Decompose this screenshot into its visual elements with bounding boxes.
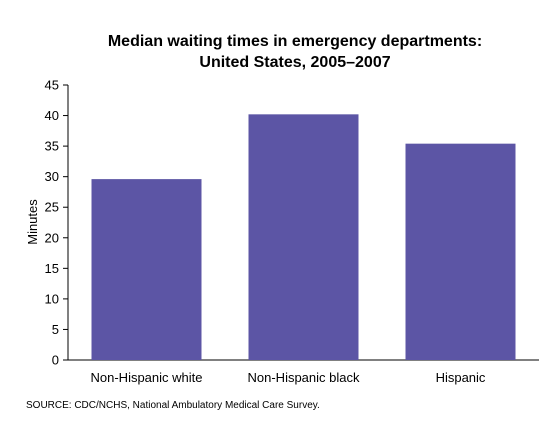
y-tick-label: 0: [52, 353, 59, 368]
y-tick-label: 35: [45, 139, 59, 154]
bars: [91, 114, 516, 360]
y-tick-label: 10: [45, 291, 59, 306]
y-axis-label: Minutes: [25, 199, 40, 245]
y-tick-label: 25: [45, 200, 59, 215]
bar: [405, 143, 516, 360]
y-tick-label: 5: [52, 322, 59, 337]
y-tick-label: 30: [45, 169, 59, 184]
y-tick-label: 45: [45, 78, 59, 93]
bar: [248, 114, 359, 360]
y-tick-label: 40: [45, 108, 59, 123]
category-label: Non-Hispanic white: [91, 370, 203, 385]
y-tick-label: 15: [45, 261, 59, 276]
source-note: SOURCE: CDC/NCHS, National Ambulatory Me…: [26, 400, 320, 411]
category-label: Non-Hispanic black: [248, 370, 360, 385]
category-labels: Non-Hispanic white Non-Hispanic black Hisp…: [91, 370, 486, 385]
y-tick-label: 20: [45, 230, 59, 245]
bar: [91, 179, 202, 360]
category-label: Hispanic: [436, 370, 486, 385]
chart-title-line-1: Median waiting times in emergency depart…: [107, 33, 483, 50]
chart-title-line-2: United States, 2005–2007: [199, 54, 391, 71]
